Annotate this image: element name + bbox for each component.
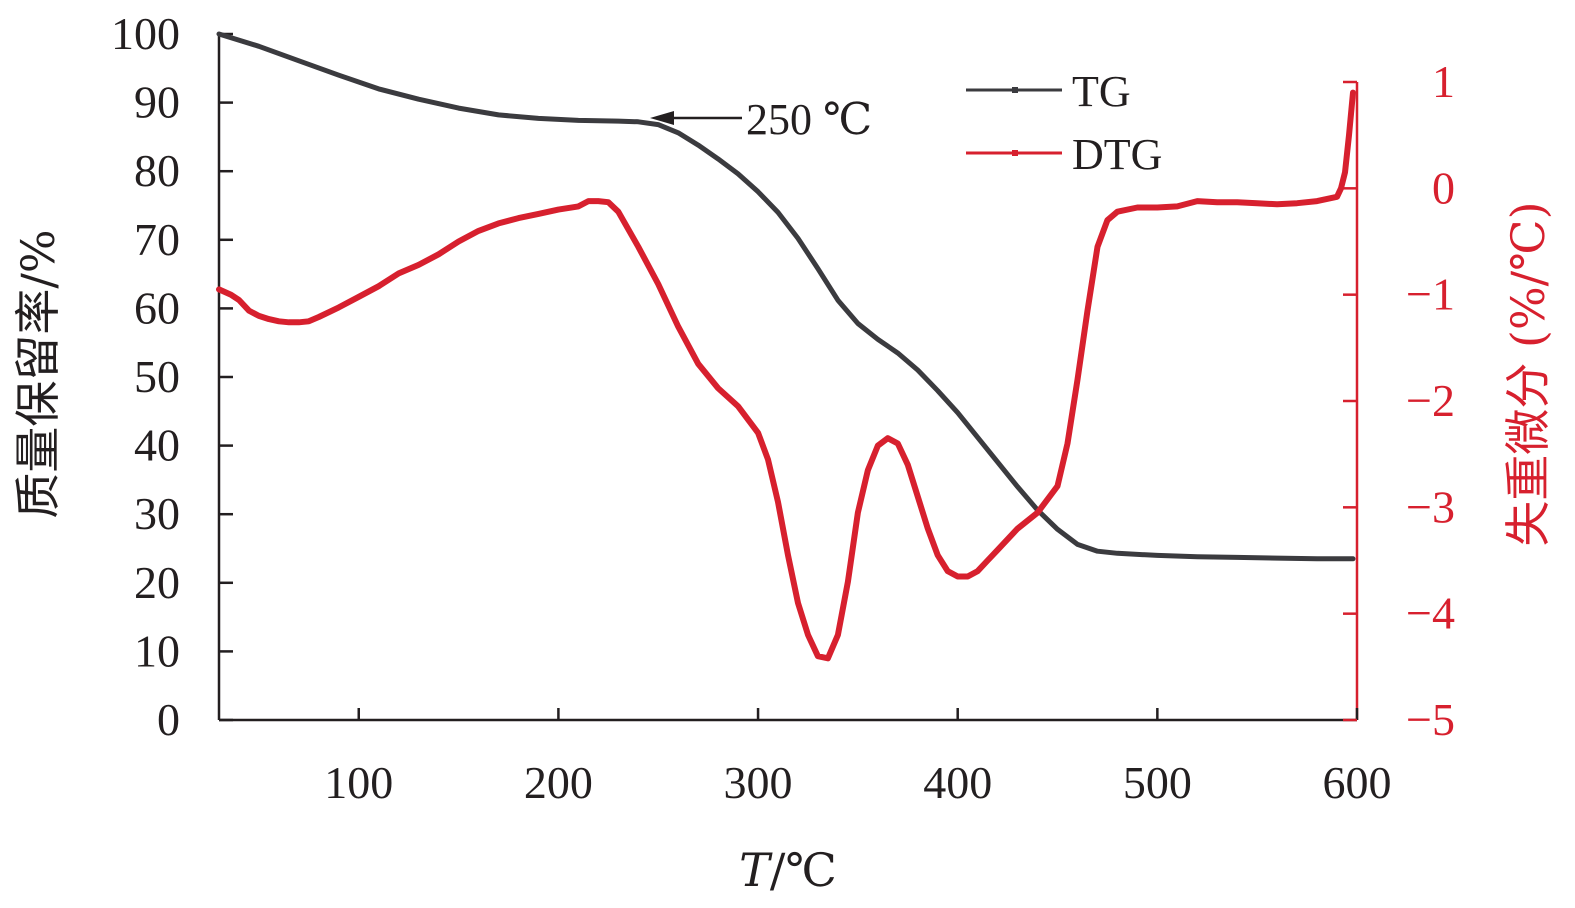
x-axis-ticks: 100 200 300 400 500 600 xyxy=(324,708,1392,808)
legend-tg-marker xyxy=(1012,87,1018,93)
left-tick-label: 70 xyxy=(134,214,180,265)
left-axis-title: 质量保留率/% xyxy=(11,229,65,518)
left-tick-label: 90 xyxy=(134,77,180,128)
right-tick-label: −1 xyxy=(1406,269,1455,320)
left-tick-label: 50 xyxy=(134,351,180,402)
x-tick-label: 300 xyxy=(724,757,793,808)
left-tick-label: 100 xyxy=(111,8,180,59)
legend-dtg-marker xyxy=(1012,150,1018,156)
right-tick-label: −4 xyxy=(1406,588,1455,639)
left-tick-label: 10 xyxy=(134,625,180,676)
legend-dtg-label: DTG xyxy=(1072,130,1162,179)
right-tick-label: −2 xyxy=(1406,375,1455,426)
left-tick-label: 80 xyxy=(134,145,180,196)
x-tick-label: 600 xyxy=(1323,757,1392,808)
legend: TG DTG xyxy=(966,67,1162,179)
x-axis-title: T/℃ xyxy=(739,843,837,897)
right-tick-label: −3 xyxy=(1406,481,1455,532)
right-tick-label: 0 xyxy=(1432,162,1455,213)
left-tick-label: 20 xyxy=(134,557,180,608)
left-tick-label: 40 xyxy=(134,420,180,471)
x-tick-label: 100 xyxy=(324,757,393,808)
right-axis-ticks: −5 −4 −3 −2 −1 0 1 xyxy=(1343,56,1455,745)
left-tick-label: 60 xyxy=(134,282,180,333)
x-tick-label: 400 xyxy=(923,757,992,808)
x-tick-label: 200 xyxy=(524,757,593,808)
annotation-arrowhead xyxy=(650,111,674,125)
annotation-250: 250 ℃ xyxy=(650,95,872,144)
left-tick-label: 0 xyxy=(157,694,180,745)
right-tick-label: −5 xyxy=(1406,694,1455,745)
left-tick-label: 30 xyxy=(134,488,180,539)
legend-tg-label: TG xyxy=(1072,67,1131,116)
right-tick-label: 1 xyxy=(1432,56,1455,107)
series-layer xyxy=(216,31,1356,662)
right-axis-title: 失重微分 (%/℃) xyxy=(1501,201,1555,546)
series-line-dtg xyxy=(216,89,1356,662)
left-axis-ticks: 0 10 20 30 40 50 60 70 80 90 100 xyxy=(111,8,233,745)
x-tick-label: 500 xyxy=(1123,757,1192,808)
annotation-text: 250 ℃ xyxy=(746,95,872,144)
series-line-tg xyxy=(216,31,1356,562)
